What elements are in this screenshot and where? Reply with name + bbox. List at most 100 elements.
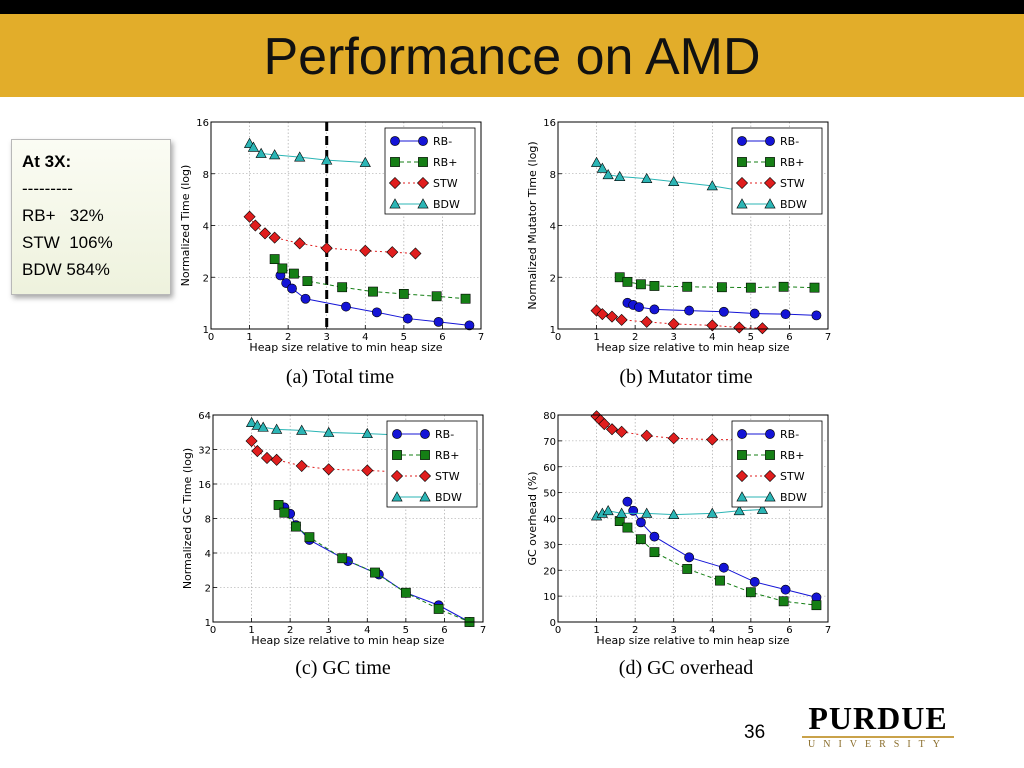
data-point <box>431 291 442 302</box>
data-point <box>295 459 308 472</box>
x-tick-label: 6 <box>786 332 792 343</box>
data-point <box>370 567 380 578</box>
legend-label: BDW <box>780 198 807 211</box>
x-tick-label: 1 <box>593 625 599 636</box>
legend-marker <box>420 450 430 460</box>
x-tick-label: 3 <box>326 625 332 636</box>
title-bar <box>0 14 1024 97</box>
legend-marker <box>765 450 775 460</box>
legend-label: RB+ <box>435 449 459 462</box>
legend-marker <box>388 176 402 190</box>
data-point <box>323 426 335 437</box>
y-axis-label: GC overhead (%) <box>526 471 539 565</box>
x-tick-label: 4 <box>709 625 715 636</box>
legend-marker <box>763 469 777 483</box>
data-point <box>745 587 756 598</box>
data-point <box>293 237 306 250</box>
y-tick-label: 30 <box>543 540 556 551</box>
legend-box <box>731 420 823 508</box>
legend-marker <box>764 198 776 209</box>
data-point <box>247 141 260 152</box>
plot-frame <box>212 414 484 623</box>
x-tick-label: 1 <box>246 332 252 343</box>
data-point <box>368 286 378 297</box>
data-point <box>464 320 475 331</box>
data-point <box>257 421 269 432</box>
x-tick-label: 0 <box>210 625 216 636</box>
data-point <box>706 507 718 518</box>
data-point <box>636 534 646 545</box>
y-tick-label: 4 <box>550 222 556 233</box>
data-point <box>780 584 791 595</box>
x-tick-label: 5 <box>403 625 409 636</box>
y-tick-label: 1 <box>205 618 211 629</box>
legend-marker <box>737 429 747 439</box>
x-axis-label: Heap size relative to min heap size <box>596 341 789 354</box>
callout-line: --------- <box>22 179 73 198</box>
legend-marker <box>737 136 747 146</box>
data-point <box>271 423 283 434</box>
data-point <box>245 416 258 427</box>
legend-marker <box>418 469 432 483</box>
data-point <box>277 263 288 274</box>
data-point <box>668 508 680 520</box>
data-point <box>258 227 272 240</box>
logo-subtitle: UNIVERSITY <box>808 739 948 750</box>
x-tick-label: 2 <box>285 332 291 343</box>
data-point <box>616 507 628 518</box>
legend: RB- RB+ STW BDW <box>384 127 476 215</box>
data-point <box>598 418 611 431</box>
plot-frame <box>557 414 829 623</box>
data-point <box>409 247 422 260</box>
data-point <box>361 464 374 477</box>
data-point <box>682 564 693 574</box>
data-point <box>359 244 372 257</box>
plot-frame <box>210 121 482 330</box>
caption-mutator-time: (b) Mutator time <box>619 366 753 388</box>
data-point <box>255 147 267 158</box>
data-point <box>320 242 333 255</box>
legend-label: BDW <box>433 198 460 211</box>
x-tick-label: 4 <box>362 332 368 343</box>
legend-marker <box>419 491 431 502</box>
data-point <box>400 587 411 598</box>
data-point <box>251 419 263 430</box>
data-point <box>321 154 333 165</box>
legend-marker <box>418 136 428 146</box>
legend-label: RB- <box>433 135 452 148</box>
data-point <box>402 313 413 324</box>
y-tick-label: 20 <box>543 566 556 577</box>
data-point <box>337 553 348 564</box>
legend: RB- RB+ STW BDW <box>731 127 823 215</box>
data-point <box>291 521 301 532</box>
data-point <box>684 305 695 316</box>
data-point <box>287 283 297 294</box>
x-tick-label: 7 <box>825 625 831 636</box>
data-point <box>668 175 680 187</box>
x-tick-label: 2 <box>287 625 293 636</box>
data-point <box>811 600 822 611</box>
y-tick-label: 8 <box>550 170 556 181</box>
y-tick-label: 64 <box>198 411 211 422</box>
y-axis-label: Normalized Mutator Time (log) <box>526 141 539 309</box>
x-axis-label: Heap size relative to min heap size <box>596 634 789 647</box>
legend-label: STW <box>433 177 458 190</box>
data-point <box>636 279 646 290</box>
data-point <box>706 180 718 191</box>
data-point <box>706 433 719 446</box>
data-point <box>636 517 646 528</box>
legend-label: RB- <box>780 428 799 441</box>
y-tick-label: 8 <box>203 170 209 181</box>
data-point <box>296 424 308 435</box>
data-point <box>640 429 653 442</box>
series-group <box>243 137 475 331</box>
data-point <box>398 289 409 299</box>
data-point <box>733 321 746 334</box>
legend-marker <box>389 198 401 209</box>
logo-wordmark: PURDUE <box>808 700 948 736</box>
y-tick-label: 10 <box>543 592 556 603</box>
data-point <box>322 463 335 476</box>
series-group <box>590 156 822 335</box>
data-point <box>371 307 382 318</box>
